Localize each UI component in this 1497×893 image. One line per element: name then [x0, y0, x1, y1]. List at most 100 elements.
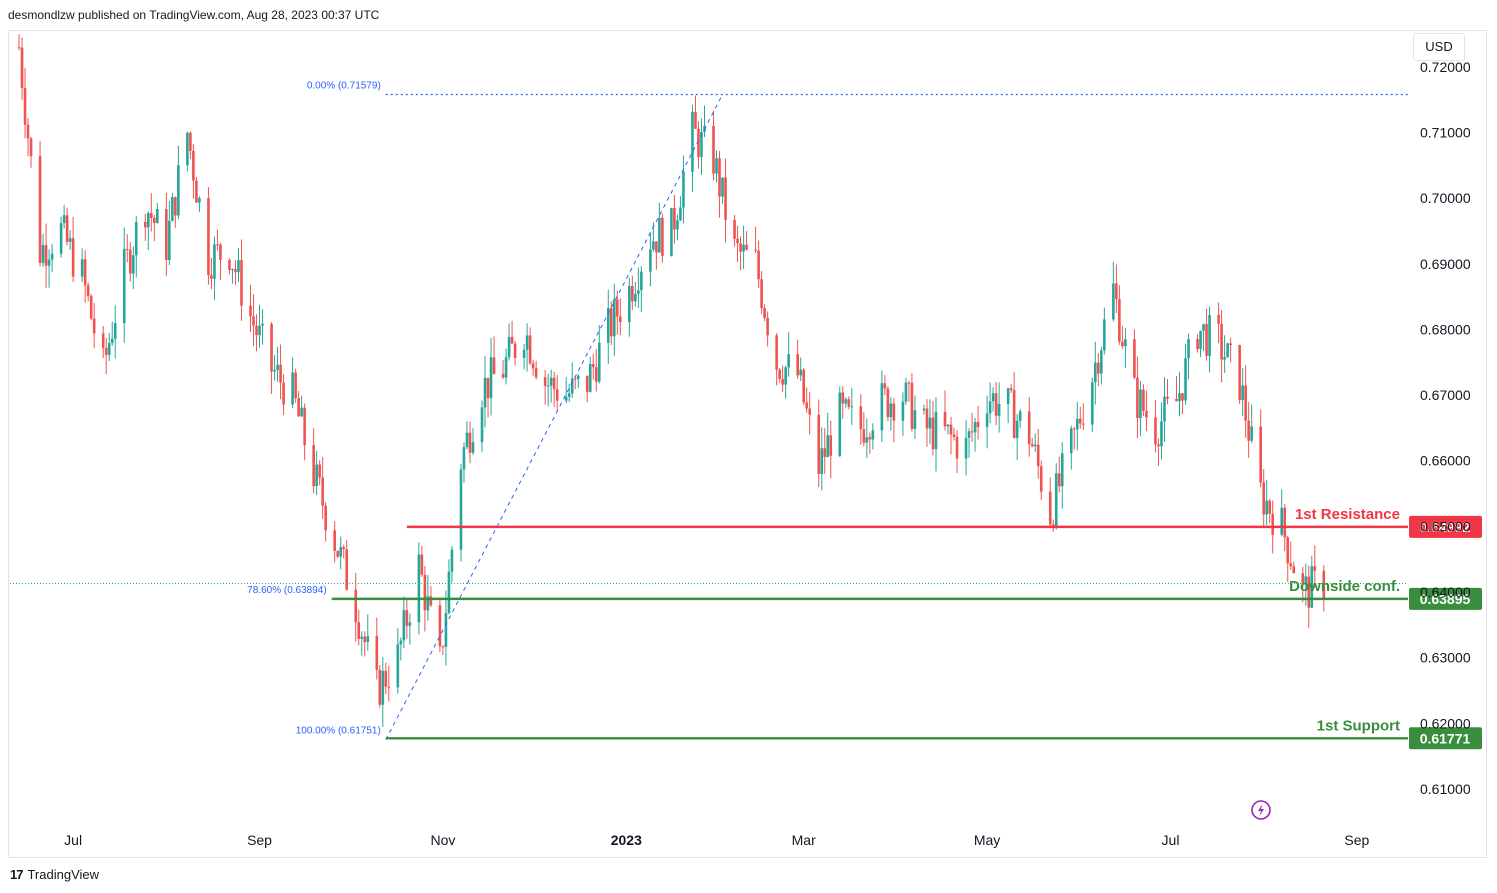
candle-body	[1039, 466, 1043, 492]
level-price-tag	[1409, 515, 1482, 538]
fib-trend-line	[385, 94, 723, 740]
level-name: 1st Support	[1317, 717, 1400, 734]
lightning-icon[interactable]	[1251, 800, 1271, 820]
candle-body	[195, 180, 198, 203]
candle-body	[366, 636, 370, 643]
candle-body	[447, 571, 451, 614]
candle-body	[808, 408, 812, 415]
candle-body	[546, 385, 550, 387]
candle-body	[1018, 411, 1022, 421]
candle-body	[177, 165, 180, 216]
candle-body	[1310, 566, 1314, 608]
candle-body	[110, 338, 114, 343]
candle-body	[522, 349, 526, 359]
candle-body	[766, 317, 769, 336]
candle-body	[700, 131, 703, 158]
candle-body	[640, 271, 643, 291]
candle-body	[634, 293, 637, 302]
candle-body	[150, 213, 153, 218]
candle-body	[1094, 362, 1097, 383]
candle-body	[207, 198, 210, 276]
candle-body	[534, 368, 538, 378]
candle-body	[468, 432, 472, 453]
candle-body	[513, 343, 517, 359]
level-price-tag	[1409, 727, 1482, 750]
x-tick-label: 2023	[611, 832, 642, 848]
candle-body	[637, 290, 640, 294]
level-price-label: 0.61771	[1420, 730, 1471, 746]
candle-body	[1187, 339, 1190, 359]
currency-button[interactable]: USD	[1413, 33, 1465, 61]
candle-body	[964, 437, 968, 459]
candle-body	[153, 217, 156, 224]
candle-body	[1208, 314, 1211, 356]
y-tick-label: 0.66000	[1420, 453, 1471, 469]
candle-body	[712, 126, 715, 174]
candle-body	[1322, 570, 1326, 600]
candle-body	[892, 403, 896, 421]
candle-body	[1082, 423, 1085, 425]
candle-body	[297, 398, 300, 417]
candle-body	[1238, 345, 1241, 401]
candle-body	[384, 670, 388, 687]
candle-body	[1304, 576, 1308, 584]
candle-body	[1072, 428, 1076, 430]
candle-body	[585, 375, 589, 392]
candle-body	[1268, 500, 1272, 514]
candle-body	[1033, 444, 1037, 447]
candle-body	[444, 613, 448, 647]
candle-body	[165, 209, 168, 260]
candle-body	[591, 364, 595, 368]
candle-body	[1226, 343, 1229, 358]
candle-body	[564, 396, 568, 401]
candle-body	[41, 245, 45, 263]
candle-body	[970, 431, 974, 433]
candle-body	[465, 432, 469, 448]
candle-body	[198, 198, 201, 203]
candle-body	[913, 410, 917, 429]
x-tick-label: Sep	[1344, 832, 1369, 848]
candle-body	[1181, 393, 1184, 401]
overlays: 0.00% (0.71579) 78.60% (0.63894) 100.00% (…	[10, 81, 1482, 750]
candle-body	[1202, 324, 1205, 331]
candle-body	[1036, 444, 1040, 467]
candle-body	[29, 138, 33, 157]
candle-body	[901, 401, 905, 421]
candle-body	[255, 325, 258, 336]
brand-name[interactable]: TradingView	[27, 867, 100, 882]
candle-body	[417, 554, 421, 623]
candle-body	[1313, 566, 1317, 571]
candle-body	[1103, 319, 1106, 351]
candle-body	[889, 403, 893, 418]
candle-body	[113, 323, 117, 339]
candle-body	[1247, 420, 1250, 441]
candle-body	[612, 299, 616, 337]
candle-body	[1307, 576, 1311, 608]
y-tick-label: 0.67000	[1420, 387, 1471, 403]
candle-body	[1121, 341, 1124, 347]
candle-body	[868, 437, 872, 440]
candle-body	[50, 253, 54, 260]
candle-body	[342, 547, 346, 550]
candle-body	[1015, 420, 1019, 438]
candle-body	[189, 132, 192, 151]
candle-body	[567, 393, 571, 397]
candle-body	[1133, 339, 1136, 378]
candle-body	[483, 377, 487, 408]
candle-body	[1142, 389, 1145, 412]
candle-body	[988, 401, 992, 414]
candle-body	[26, 124, 30, 139]
candle-body	[934, 411, 938, 450]
candle-body	[718, 158, 721, 197]
candle-body	[1220, 323, 1223, 360]
candle-body	[23, 88, 27, 125]
candle-body	[805, 402, 809, 409]
candle-body	[357, 622, 361, 639]
candle-body	[249, 305, 252, 317]
candle-body	[976, 422, 980, 428]
candle-body	[1205, 324, 1208, 356]
candle-body	[303, 407, 306, 446]
candle-body	[423, 574, 427, 611]
level-price-label: 0.63895	[1420, 591, 1471, 607]
